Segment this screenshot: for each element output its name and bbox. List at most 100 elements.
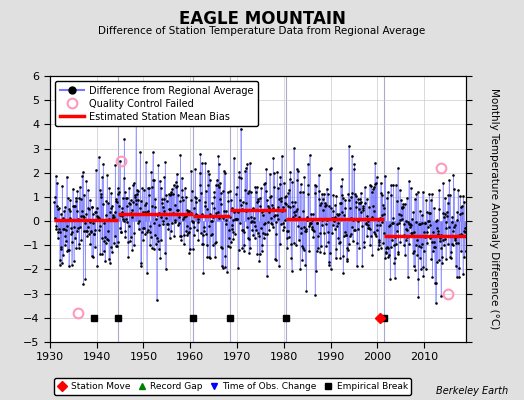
Point: [329, 222, 337, 228]
Point: [157, 214, 165, 220]
Point: [122, 216, 130, 223]
Point: [365, 182, 374, 188]
Point: [155, 222, 163, 228]
Point: [447, 218, 456, 225]
Point: [270, 170, 279, 176]
Point: [445, 224, 453, 230]
Point: [375, 242, 383, 248]
Point: [356, 200, 365, 207]
Point: [357, 209, 366, 216]
Point: [133, 191, 141, 197]
Point: [325, 250, 334, 256]
Point: [321, 202, 329, 209]
Point: [210, 189, 219, 195]
Point: [435, 206, 444, 212]
Point: [353, 240, 362, 246]
Text: Difference of Station Temperature Data from Regional Average: Difference of Station Temperature Data f…: [99, 26, 425, 36]
Point: [138, 185, 146, 191]
Point: [319, 196, 327, 203]
Point: [378, 192, 387, 198]
Point: [433, 258, 442, 265]
Point: [112, 198, 120, 204]
Point: [174, 220, 183, 226]
Point: [123, 219, 132, 225]
Point: [54, 206, 62, 212]
Point: [67, 225, 75, 231]
Point: [334, 235, 343, 242]
Point: [272, 212, 281, 218]
Point: [154, 162, 162, 168]
Point: [124, 238, 132, 245]
Point: [71, 234, 79, 241]
Point: [247, 219, 255, 226]
Point: [367, 233, 375, 240]
Point: [247, 214, 256, 220]
Point: [109, 215, 117, 222]
Point: [412, 237, 421, 243]
Point: [143, 228, 151, 235]
Point: [73, 188, 82, 194]
Point: [353, 263, 361, 270]
Point: [135, 218, 144, 224]
Point: [79, 169, 87, 176]
Point: [287, 241, 295, 248]
Point: [158, 220, 167, 227]
Point: [411, 267, 419, 273]
Point: [332, 246, 340, 252]
Point: [254, 195, 262, 202]
Point: [324, 239, 332, 246]
Point: [426, 210, 434, 217]
Point: [452, 274, 461, 280]
Point: [107, 190, 115, 196]
Point: [286, 204, 294, 210]
Point: [394, 165, 402, 171]
Point: [419, 273, 428, 280]
Point: [78, 173, 86, 179]
Point: [290, 209, 299, 215]
Point: [168, 191, 177, 198]
Point: [356, 196, 364, 202]
Point: [108, 212, 117, 218]
Point: [402, 195, 411, 202]
Point: [343, 245, 351, 252]
Point: [287, 255, 296, 261]
Point: [63, 248, 71, 254]
Point: [377, 190, 386, 196]
Point: [387, 244, 396, 250]
Point: [319, 206, 328, 213]
Point: [285, 234, 293, 240]
Point: [236, 220, 244, 226]
Point: [335, 240, 343, 246]
Point: [308, 224, 316, 230]
Point: [451, 235, 459, 242]
Point: [360, 239, 368, 245]
Point: [322, 243, 331, 249]
Point: [369, 186, 377, 192]
Point: [90, 231, 99, 237]
Point: [443, 209, 451, 215]
Point: [198, 211, 206, 217]
Point: [306, 220, 314, 226]
Point: [286, 176, 294, 182]
Point: [260, 220, 269, 226]
Point: [335, 210, 343, 217]
Point: [101, 258, 110, 265]
Point: [453, 217, 461, 223]
Point: [233, 184, 241, 190]
Point: [225, 226, 233, 233]
Point: [416, 254, 424, 261]
Point: [301, 227, 310, 234]
Point: [59, 215, 67, 222]
Point: [253, 251, 261, 258]
Point: [93, 262, 102, 269]
Point: [377, 218, 386, 225]
Point: [80, 214, 89, 220]
Point: [454, 265, 463, 271]
Point: [195, 197, 203, 204]
Point: [149, 246, 158, 252]
Point: [265, 205, 273, 211]
Point: [396, 217, 404, 224]
Point: [191, 166, 200, 173]
Point: [106, 209, 114, 215]
Point: [425, 191, 433, 198]
